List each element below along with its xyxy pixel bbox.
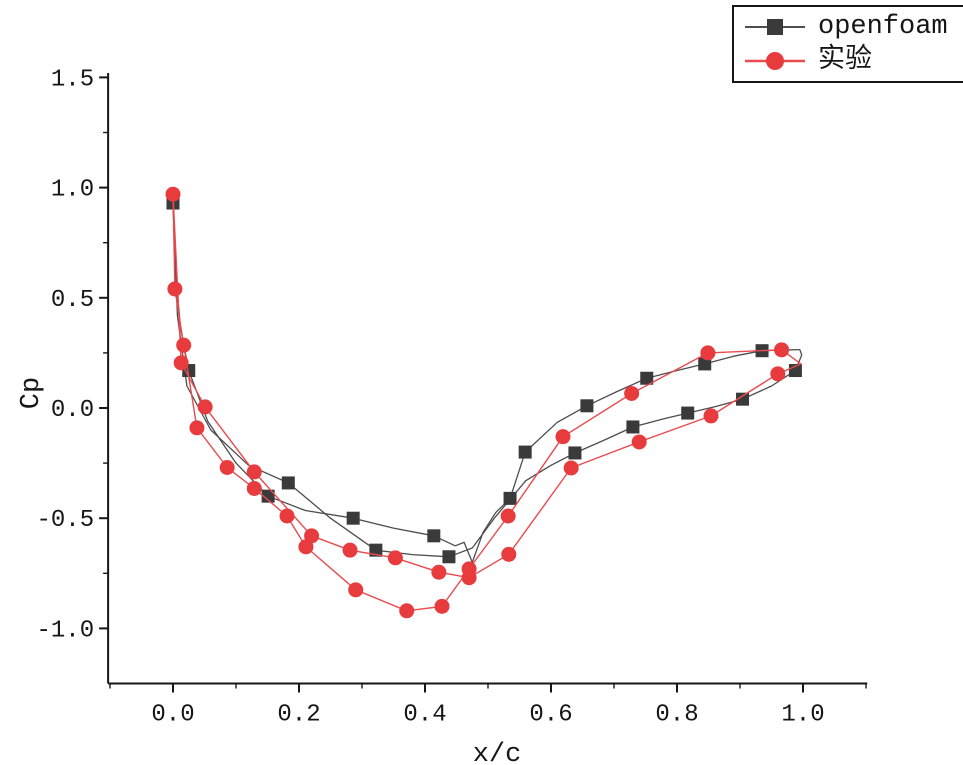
x-tick-label: 0.0 [151,702,194,729]
data-point-square [580,399,594,413]
y-tick-label: 0.5 [51,287,94,314]
data-point-square [427,529,441,543]
series-openfoam [166,196,803,564]
legend-label-experiment: 实验 [818,46,872,76]
data-point-circle [304,528,320,544]
x-axis: 0.0 0.2 0.4 0.6 0.8 1.0 [109,683,867,729]
data-point-square [681,406,695,420]
y-axis-label: Cp [17,376,47,410]
data-point-circle [555,429,571,445]
x-tick-label: 0.2 [277,702,320,729]
data-point-square [503,491,517,505]
data-point-circle [348,582,364,598]
x-tick-label: 0.8 [655,702,698,729]
data-point-circle [434,598,450,614]
data-point-circle [167,281,183,297]
data-point-square [698,357,712,371]
data-point-circle [176,337,192,353]
data-point-square [346,511,360,525]
y-axis: -1.0 -0.5 0.0 0.5 1.0 1.5 [37,66,109,644]
data-point-circle [165,186,181,202]
x-axis-label: x/c [472,740,522,765]
data-point-circle [631,434,647,450]
series-line-suction-side [172,202,800,563]
data-point-circle [246,480,262,496]
data-point-circle [431,564,447,580]
x-tick-label: 0.4 [403,702,446,729]
data-point-circle [342,542,358,558]
legend: openfoam 实验 [732,5,963,83]
data-point-square [736,392,750,406]
series-line-pressure-side [172,202,803,558]
data-point-circle [197,399,213,415]
circle-marker-icon [766,52,784,70]
data-point-circle [298,539,314,555]
data-point-circle [246,464,262,480]
x-tick-label: 0.6 [529,702,572,729]
y-tick-label: -1.0 [37,617,95,644]
data-point-circle [173,355,189,371]
y-tick-label: 0.0 [51,397,94,424]
data-point-circle [387,550,403,566]
square-marker-icon [767,19,783,35]
series-line-pressure-side [172,194,802,579]
openfoam-line-square-icon [745,19,805,35]
data-point-square [518,445,532,459]
data-point-circle [703,408,719,424]
series-line-suction-side [172,194,802,612]
y-tick-label: -0.5 [37,507,95,534]
data-point-square [568,446,582,460]
legend-label-openfoam: openfoam [818,12,948,42]
data-point-circle [563,460,579,476]
experiment-line-circle-icon [745,52,805,70]
y-tick-label: 1.5 [51,66,94,93]
series-experiment [165,186,802,619]
data-point-square [281,476,295,490]
data-point-circle [189,420,205,436]
data-point-circle [399,603,415,619]
data-point-circle [279,508,295,524]
legend-item-experiment: 实验 [744,45,963,77]
legend-item-openfoam: openfoam [744,11,963,43]
data-point-circle [461,570,477,586]
data-point-circle [219,460,235,476]
data-point-circle [700,345,716,361]
data-point-circle [770,366,786,382]
data-point-square [261,489,275,503]
data-point-circle [774,342,790,358]
data-point-circle [624,385,640,401]
data-point-square [640,371,654,385]
x-tick-label: 1.0 [781,702,824,729]
data-point-circle [501,546,517,562]
data-point-circle [500,508,516,524]
data-point-square [442,550,456,564]
data-point-square [626,420,640,434]
y-tick-label: 1.0 [51,177,94,204]
